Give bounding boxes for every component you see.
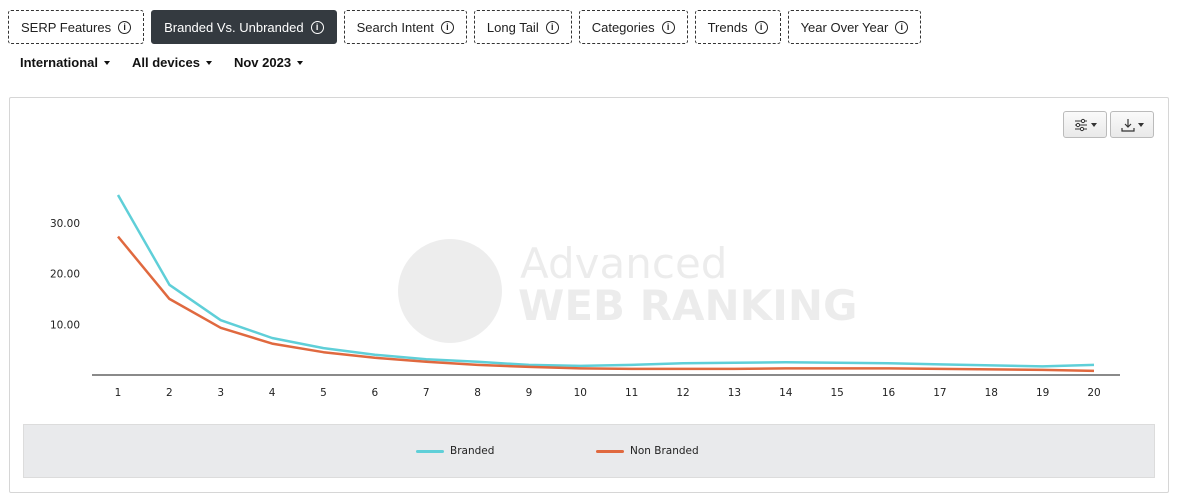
- report-tabs: SERP Features i Branded Vs. Unbranded i Se…: [8, 10, 922, 44]
- chart-settings-button[interactable]: [1063, 111, 1107, 138]
- y-tick-label: 30.00: [50, 218, 80, 230]
- tab-label: Long Tail: [486, 19, 539, 35]
- tab-label: Branded Vs. Unbranded: [164, 19, 304, 35]
- watermark: Advanced WEB RANKING: [398, 239, 857, 343]
- chart-legend: Branded Non Branded: [23, 424, 1155, 478]
- x-tick-label: 18: [985, 387, 998, 399]
- x-tick-label: 14: [779, 387, 793, 399]
- x-tick-label: 4: [269, 387, 276, 399]
- legend-swatch-non-branded: [596, 449, 624, 453]
- caret-down-icon: [104, 60, 111, 65]
- date-value: Nov 2023: [233, 55, 292, 70]
- info-icon[interactable]: i: [754, 20, 768, 34]
- info-icon[interactable]: i: [310, 20, 324, 34]
- x-tick-label: 16: [882, 387, 896, 399]
- legend-swatch-branded: [416, 449, 444, 453]
- region-dropdown[interactable]: International: [20, 55, 111, 70]
- x-tick-label: 10: [574, 387, 587, 399]
- region-value: International: [20, 55, 99, 70]
- caret-down-icon: [1090, 122, 1097, 127]
- device-value: All devices: [132, 55, 200, 70]
- tab-label: Year Over Year: [800, 19, 889, 35]
- x-tick-label: 2: [166, 387, 173, 399]
- tab-year-over-year[interactable]: Year Over Year i: [787, 10, 922, 44]
- tab-label: Trends: [707, 19, 748, 35]
- plot-area: [116, 194, 1095, 373]
- info-icon[interactable]: i: [118, 20, 132, 34]
- y-tick-label: 10.00: [50, 319, 80, 331]
- y-axis: 10.00 20.00 30.00: [50, 218, 80, 331]
- x-tick-label: 12: [676, 387, 689, 399]
- x-tick-label: 3: [217, 387, 224, 399]
- x-tick-label: 9: [526, 387, 533, 399]
- tab-search-intent[interactable]: Search Intent i: [343, 10, 467, 44]
- x-tick-label: 11: [625, 387, 638, 399]
- x-tick-label: 19: [1036, 387, 1049, 399]
- info-icon[interactable]: i: [895, 20, 909, 34]
- y-tick-label: 20.00: [50, 269, 80, 281]
- tab-label: Categories: [591, 19, 655, 35]
- x-tick-label: 15: [830, 387, 843, 399]
- x-axis: 1 2 3 4 5 6 7 8 9 10 11 12 13 14 15 16 17 18 19 20: [115, 387, 1101, 399]
- x-tick-label: 17: [933, 387, 946, 399]
- legend-label: Non Branded: [630, 445, 699, 457]
- date-dropdown[interactable]: Nov 2023: [233, 55, 304, 70]
- tab-label: SERP Features: [21, 19, 112, 35]
- globe-logo-icon: [398, 239, 502, 343]
- caret-down-icon: [1137, 122, 1144, 127]
- x-tick-label: 20: [1087, 387, 1100, 399]
- caret-down-icon: [205, 60, 212, 65]
- device-dropdown[interactable]: All devices: [132, 55, 212, 70]
- chart-download-button[interactable]: [1110, 111, 1154, 138]
- tab-trends[interactable]: Trends i: [694, 10, 781, 44]
- tab-long-tail[interactable]: Long Tail i: [473, 10, 572, 44]
- info-icon[interactable]: i: [440, 20, 454, 34]
- x-tick-label: 5: [320, 387, 327, 399]
- x-tick-label: 8: [474, 387, 481, 399]
- legend-item-non-branded[interactable]: Non Branded: [596, 445, 699, 457]
- info-icon[interactable]: i: [661, 20, 675, 34]
- tab-branded-vs-unbranded[interactable]: Branded Vs. Unbranded i: [151, 10, 337, 44]
- tab-serp-features[interactable]: SERP Features i: [8, 10, 145, 44]
- download-icon: [1120, 118, 1135, 132]
- caret-down-icon: [297, 60, 304, 65]
- series-line-non-branded[interactable]: [117, 235, 1095, 373]
- watermark-line-1: Advanced: [520, 239, 727, 288]
- tab-categories[interactable]: Categories i: [578, 10, 688, 44]
- filter-bar: International All devices Nov 2023: [20, 55, 304, 70]
- legend-item-branded[interactable]: Branded: [416, 445, 494, 457]
- watermark-line-2: WEB RANKING: [518, 281, 857, 330]
- series-line-branded[interactable]: [116, 194, 1095, 368]
- tab-label: Search Intent: [356, 19, 434, 35]
- info-icon[interactable]: i: [545, 20, 559, 34]
- x-tick-label: 6: [371, 387, 378, 399]
- x-tick-label: 13: [728, 387, 741, 399]
- sliders-icon: [1074, 118, 1087, 131]
- legend-label: Branded: [450, 445, 495, 457]
- x-tick-label: 7: [423, 387, 430, 399]
- x-tick-label: 1: [115, 387, 122, 399]
